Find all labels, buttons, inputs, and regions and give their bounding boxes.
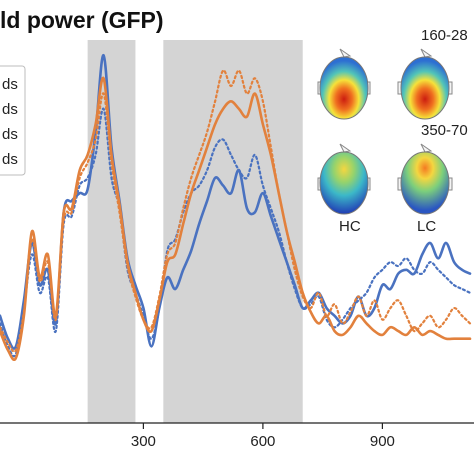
topo-group-label-hc: HC	[339, 218, 361, 235]
topomap-hc-late	[317, 143, 371, 215]
shaded-window-1	[87, 40, 136, 423]
shaded-window-2	[163, 40, 303, 423]
topo-window-label-1: 160-28	[421, 27, 468, 44]
topomap-lc-late	[397, 143, 453, 215]
x-tick-label-300: 300	[131, 433, 156, 450]
x-tick-label-600: 600	[250, 433, 275, 450]
gfp-series	[0, 53, 472, 362]
legend-label-4: ds	[2, 151, 18, 168]
x-axis: 300 600 900	[0, 422, 474, 450]
series-line-4-dotted	[0, 69, 472, 353]
legend-label-3: ds	[2, 126, 18, 143]
topomap-hc-early	[317, 48, 371, 120]
legend-label-1: ds	[2, 76, 18, 93]
topomap-lc-early	[397, 48, 453, 120]
topo-window-label-2: 350-70	[421, 122, 468, 139]
series-line-2-dotted	[0, 107, 472, 358]
chart-title: ld power (GFP)	[0, 7, 164, 33]
topography-maps: 160-28 350-70 HC LC	[317, 27, 468, 235]
legend-box	[0, 65, 26, 176]
legend-items: ds ds ds ds	[2, 76, 18, 168]
topo-group-label-lc: LC	[417, 218, 436, 235]
x-tick-label-900: 900	[370, 433, 395, 450]
x-ticks: 300 600 900	[131, 423, 395, 450]
legend: ds ds ds ds	[0, 65, 26, 176]
legend-label-2: ds	[2, 101, 18, 118]
time-window-shading	[87, 40, 303, 423]
